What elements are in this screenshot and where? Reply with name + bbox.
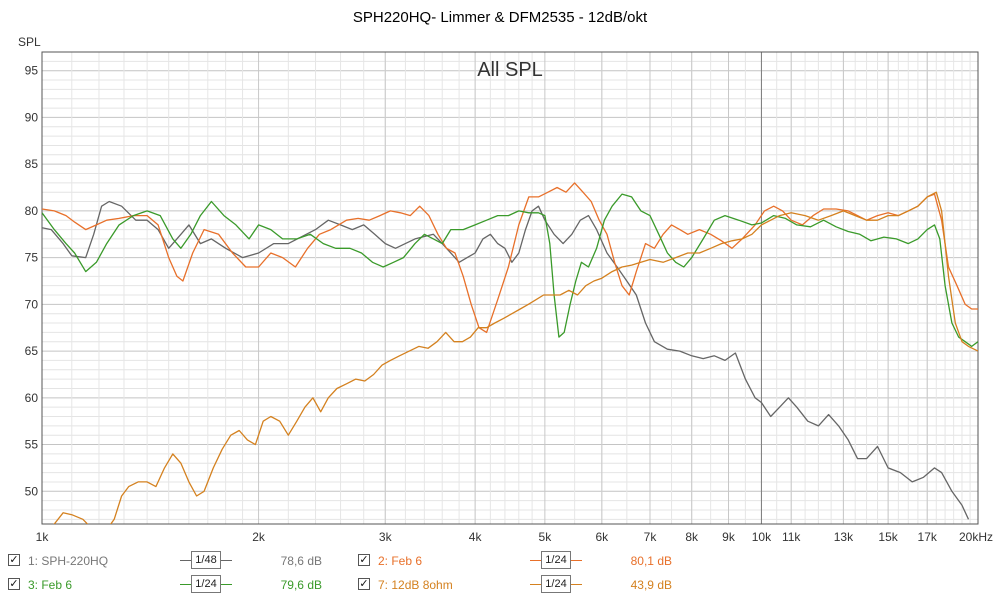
y-tick-label: 65 xyxy=(25,344,39,358)
y-tick-label: 70 xyxy=(25,297,39,311)
x-tick-label: 20kHz xyxy=(959,530,993,544)
plot-frame xyxy=(41,51,979,525)
x-tick-label: 10k xyxy=(752,530,772,544)
smoothing-control-1[interactable]: 1/48 xyxy=(180,551,232,571)
legend-label-4: 7: 12dB 8ohm xyxy=(378,578,453,592)
legend-label-3: 3: Feb 6 xyxy=(28,578,73,592)
checkbox-3[interactable]: ✓ xyxy=(8,578,20,590)
x-tick-label: 15k xyxy=(878,530,898,544)
y-tick-label: 50 xyxy=(25,484,39,498)
y-tick-label: 90 xyxy=(25,110,39,124)
series-line-4[interactable] xyxy=(42,191,978,533)
smoothing-control-4[interactable]: 1/24 xyxy=(530,575,582,595)
legend-value-3: 79,6 dB xyxy=(280,578,322,592)
legend-value-2: 80,1 dB xyxy=(630,554,672,568)
window-title: SPH220HQ- Limmer & DFM2535 - 12dB/okt xyxy=(352,9,648,26)
x-tick-label: 9k xyxy=(722,530,736,544)
legend-item-3[interactable]: ✓ 3: Feb 6 1/24 79,6 dB xyxy=(8,575,348,596)
x-tick-label: 1k xyxy=(36,530,50,544)
smoothing-label-2: 1/24 xyxy=(541,551,571,569)
legend-label-1: 1: SPH-220HQ xyxy=(28,554,109,568)
series-line-2[interactable] xyxy=(42,182,978,334)
y-tick-label: 85 xyxy=(25,157,39,171)
series-layer xyxy=(42,182,978,533)
y-tick-label: 75 xyxy=(25,251,39,265)
y-axis-label: SPL xyxy=(18,35,41,49)
legend-row-1: ✓ 1: SPH-220HQ 1/48 78,6 dB ✓ 2: Feb 6 1… xyxy=(0,551,1000,572)
smoothing-label-3: 1/24 xyxy=(191,575,221,593)
chart-inner-title: All SPL xyxy=(477,59,543,81)
x-tick-label: 6k xyxy=(595,530,609,544)
smoothing-label-4: 1/24 xyxy=(541,575,571,593)
smoothing-control-2[interactable]: 1/24 xyxy=(530,551,582,571)
x-tick-label: 3k xyxy=(379,530,393,544)
checkbox-1[interactable]: ✓ xyxy=(8,554,20,566)
y-tick-label: 95 xyxy=(25,64,39,78)
plot-background xyxy=(42,52,978,524)
x-tick-label: 2k xyxy=(252,530,266,544)
x-tick-label: 8k xyxy=(685,530,699,544)
x-tick-label: 4k xyxy=(469,530,483,544)
legend-item-2[interactable]: ✓ 2: Feb 6 1/24 80,1 dB xyxy=(358,551,698,572)
x-tick-label: 13k xyxy=(834,530,854,544)
legend-label-2: 2: Feb 6 xyxy=(378,554,423,568)
checkbox-4[interactable]: ✓ xyxy=(358,578,370,590)
checkbox-2[interactable]: ✓ xyxy=(358,554,370,566)
y-tick-label: 80 xyxy=(25,204,39,218)
x-tick-label: 7k xyxy=(644,530,658,544)
axis-labels: 50 55 60 65 70 75 80 85 90 95 1k 2k 3k 4k 5k 6k 7k 8k 9k 10… xyxy=(25,64,993,544)
x-tick-label: 17k xyxy=(918,530,938,544)
y-tick-label: 60 xyxy=(25,391,39,405)
y-tick-label: 55 xyxy=(25,438,39,452)
x-tick-label: 5k xyxy=(539,530,553,544)
legend-value-1: 78,6 dB xyxy=(280,554,322,568)
series-line-3[interactable] xyxy=(42,193,978,348)
smoothing-control-3[interactable]: 1/24 xyxy=(180,575,232,595)
legend-item-4[interactable]: ✓ 7: 12dB 8ohm 1/24 43,9 dB xyxy=(358,575,698,596)
x-tick-label: 11k xyxy=(782,530,801,544)
legend-item-1[interactable]: ✓ 1: SPH-220HQ 1/48 78,6 dB xyxy=(8,551,348,572)
legend-value-4: 43,9 dB xyxy=(630,578,672,592)
smoothing-label-1: 1/48 xyxy=(191,551,221,569)
legend-row-2: ✓ 3: Feb 6 1/24 79,6 dB ✓ 7: 12dB 8ohm 1… xyxy=(0,575,1000,596)
